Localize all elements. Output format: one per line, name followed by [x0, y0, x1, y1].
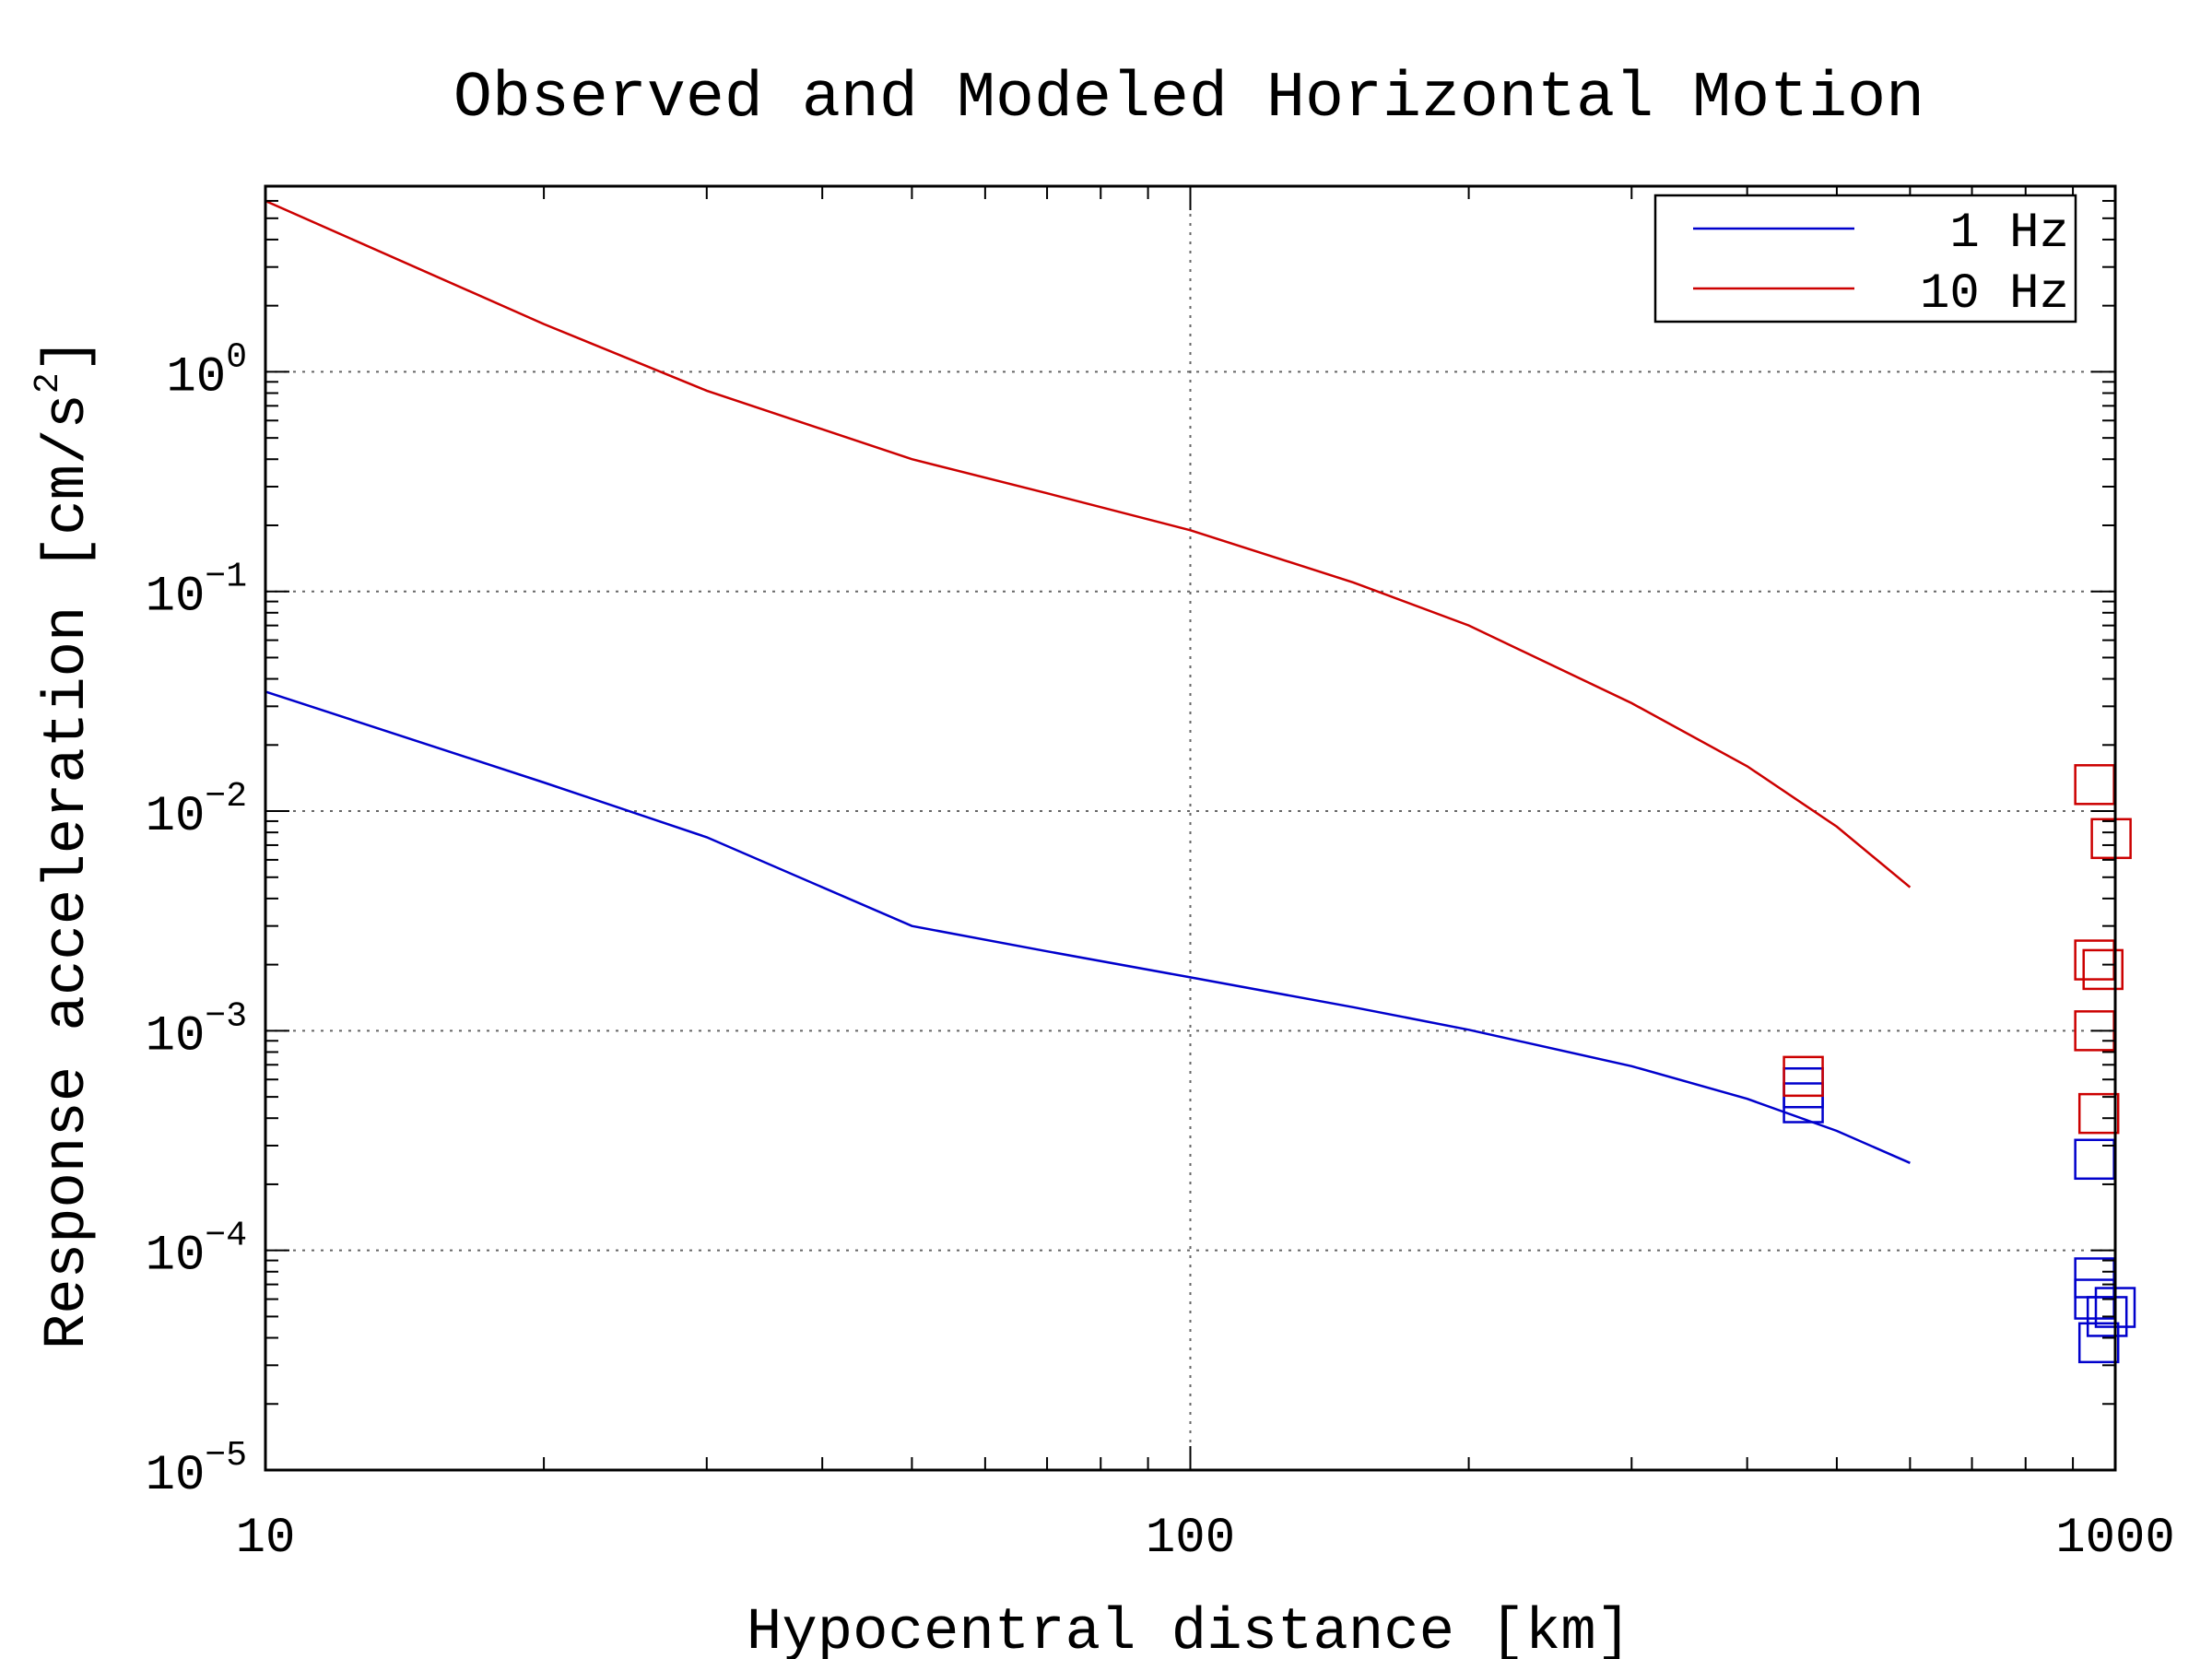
- y-tick-base: 10: [146, 789, 206, 845]
- x-axis-label: Hypocentral distance [km]: [747, 1600, 1631, 1659]
- observed-marker-1: [2077, 1092, 2120, 1135]
- legend: 1 Hz 10 Hz: [1653, 194, 2077, 324]
- y-tick-label: 10−5: [146, 1436, 247, 1504]
- chart-title: Observed and Modeled Horizontal Motion: [453, 63, 1924, 135]
- y-axis-label: Response acceleration [cm/s2]: [29, 337, 101, 1349]
- y-tick-exponent: −4: [205, 1217, 247, 1256]
- observed-marker-1: [2090, 818, 2132, 860]
- observed-marker-1: [2082, 948, 2124, 991]
- y-tick-base: 10: [146, 1008, 206, 1065]
- observed-marker-0: [1783, 1082, 1824, 1124]
- y-tick-exponent: −1: [205, 558, 247, 597]
- observed-marker-0: [2086, 1296, 2128, 1337]
- y-tick-exponent: −2: [205, 777, 247, 817]
- y-tick-exponent: 0: [226, 337, 247, 377]
- legend-box: [1653, 194, 2077, 324]
- plot-frame: [264, 184, 2117, 1472]
- observed-marker-0: [2077, 1322, 2120, 1364]
- y-tick-label: 10−4: [146, 1217, 247, 1285]
- y-tick-label: 10−1: [146, 558, 247, 626]
- y-axis-label-main: Response acceleration [cm/s: [35, 394, 101, 1349]
- y-axis-label-sup: 2: [29, 372, 68, 394]
- y-tick-base: 10: [166, 349, 226, 406]
- x-tick-label: 1000: [2055, 1511, 2175, 1567]
- series-line-0: [265, 690, 1911, 1164]
- legend-label-1hz: 1 Hz: [1949, 206, 2069, 262]
- y-tick-base: 10: [146, 1448, 206, 1504]
- y-tick-base: 10: [146, 570, 206, 626]
- x-tick-label: 10: [236, 1511, 296, 1567]
- y-tick-label: 100: [166, 337, 247, 406]
- y-tick-base: 10: [146, 1229, 206, 1285]
- axis-ticks: [265, 185, 2115, 1471]
- observed-marker-1: [1783, 1055, 1824, 1098]
- y-tick-label: 10−3: [146, 996, 247, 1065]
- series-line-1: [265, 199, 1912, 888]
- y-tick-label: 10−2: [146, 777, 247, 845]
- x-tick-label: 100: [1146, 1511, 1235, 1567]
- legend-label-10hz: 10 Hz: [1920, 266, 2069, 323]
- y-tick-exponent: −5: [205, 1436, 247, 1476]
- y-axis-label-suffix: ]: [35, 337, 101, 372]
- y-tick-exponent: −3: [205, 996, 247, 1036]
